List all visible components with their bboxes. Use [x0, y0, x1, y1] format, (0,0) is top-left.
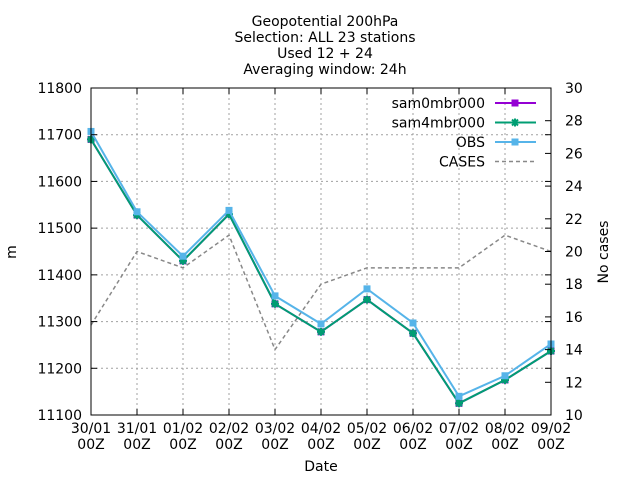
chart-title-line: Used 12 + 24 — [277, 46, 373, 62]
data-point — [225, 206, 233, 214]
legend-label: sam0mbr000 — [392, 96, 485, 112]
legend: sam0mbr000 sam4mbr000 OBS CASES — [392, 96, 536, 171]
x-tick-label: 02/02 — [209, 421, 249, 437]
x-tick-label: 00Z — [445, 437, 472, 453]
legend-label: OBS — [456, 135, 485, 151]
data-point — [179, 252, 187, 260]
data-point — [455, 392, 463, 400]
chart-title-line: Averaging window: 24h — [243, 62, 406, 78]
x-tick-label: 00Z — [215, 437, 242, 453]
y-tick-label: 11600 — [37, 174, 82, 190]
series-line-cases — [90, 233, 552, 352]
x-tick-label: 30/01 — [71, 421, 111, 437]
x-tick-label: 00Z — [261, 437, 288, 453]
x-tick-label: 00Z — [77, 437, 104, 453]
y2-tick-label: 10 — [565, 408, 583, 424]
x-tick-label: 07/02 — [439, 421, 479, 437]
data-point-stroke — [363, 295, 371, 304]
data-point — [271, 299, 279, 308]
y-tick-label: 11300 — [37, 315, 82, 331]
data-point — [363, 295, 371, 304]
data-point — [409, 329, 417, 338]
x-axis-label: Date — [304, 459, 337, 475]
data-point-stroke — [317, 328, 325, 336]
y2-axis-label: No cases — [596, 221, 612, 284]
x-tick-label: 00Z — [353, 437, 380, 453]
y-tick-label: 11400 — [37, 268, 82, 284]
data-point — [133, 208, 141, 216]
y2-tick-label: 26 — [565, 146, 583, 162]
legend-label: CASES — [439, 155, 485, 171]
x-tick-label: 00Z — [399, 437, 426, 453]
y2-tick-label: 28 — [565, 114, 583, 130]
chart-title-line: Geopotential 200hPa — [252, 14, 399, 30]
chart-title-line: Selection: ALL 23 stations — [234, 30, 415, 46]
y2-tick-label: 24 — [565, 179, 583, 195]
y-tick-label: 11800 — [37, 81, 82, 97]
x-tick-label: 01/02 — [163, 421, 203, 437]
data-point — [511, 99, 519, 107]
x-tick-label: 00Z — [169, 437, 196, 453]
data-point — [271, 292, 279, 300]
y-tick-label: 11700 — [37, 128, 82, 144]
x-tick-label: 09/02 — [531, 421, 571, 437]
y2-tick-label: 30 — [565, 81, 583, 97]
y2-tick-label: 12 — [565, 375, 583, 391]
data-point — [363, 285, 371, 293]
y-tick-label: 11200 — [37, 361, 82, 377]
y-axis-label: m — [4, 245, 20, 259]
data-point — [317, 327, 325, 336]
x-tick-label: 04/02 — [301, 421, 341, 437]
x-tick-label: 00Z — [123, 437, 150, 453]
x-tick-label: 05/02 — [347, 421, 387, 437]
y-tick-label: 11500 — [37, 221, 82, 237]
data-point — [501, 372, 509, 380]
y2-tick-label: 20 — [565, 245, 583, 261]
x-tick-label: 08/02 — [485, 421, 525, 437]
data-point-stroke — [455, 399, 463, 408]
x-tick-label: 03/02 — [255, 421, 295, 437]
y2-tick-label: 14 — [565, 343, 583, 359]
data-point — [409, 319, 417, 327]
y2-tick-label: 18 — [565, 277, 583, 293]
x-tick-label: 06/02 — [393, 421, 433, 437]
x-tick-label: 00Z — [307, 437, 334, 453]
x-tick-label: 00Z — [537, 437, 564, 453]
y-tick-label: 11100 — [37, 408, 82, 424]
axes: 11100 11200 11300 11400 11500 11600 11700 11800… — [37, 81, 582, 453]
data-point — [317, 320, 325, 328]
data-point — [511, 138, 519, 146]
x-tick-label: 00Z — [491, 437, 518, 453]
data-point — [455, 399, 463, 408]
legend-label: sam4mbr000 — [392, 116, 485, 132]
data-point-stroke — [409, 329, 417, 337]
y2-tick-label: 16 — [565, 310, 583, 326]
y2-tick-label: 22 — [565, 212, 583, 228]
data-point-stroke — [511, 118, 519, 127]
data-point — [511, 118, 519, 127]
data-point-stroke — [271, 300, 279, 308]
x-tick-label: 31/01 — [117, 421, 157, 437]
